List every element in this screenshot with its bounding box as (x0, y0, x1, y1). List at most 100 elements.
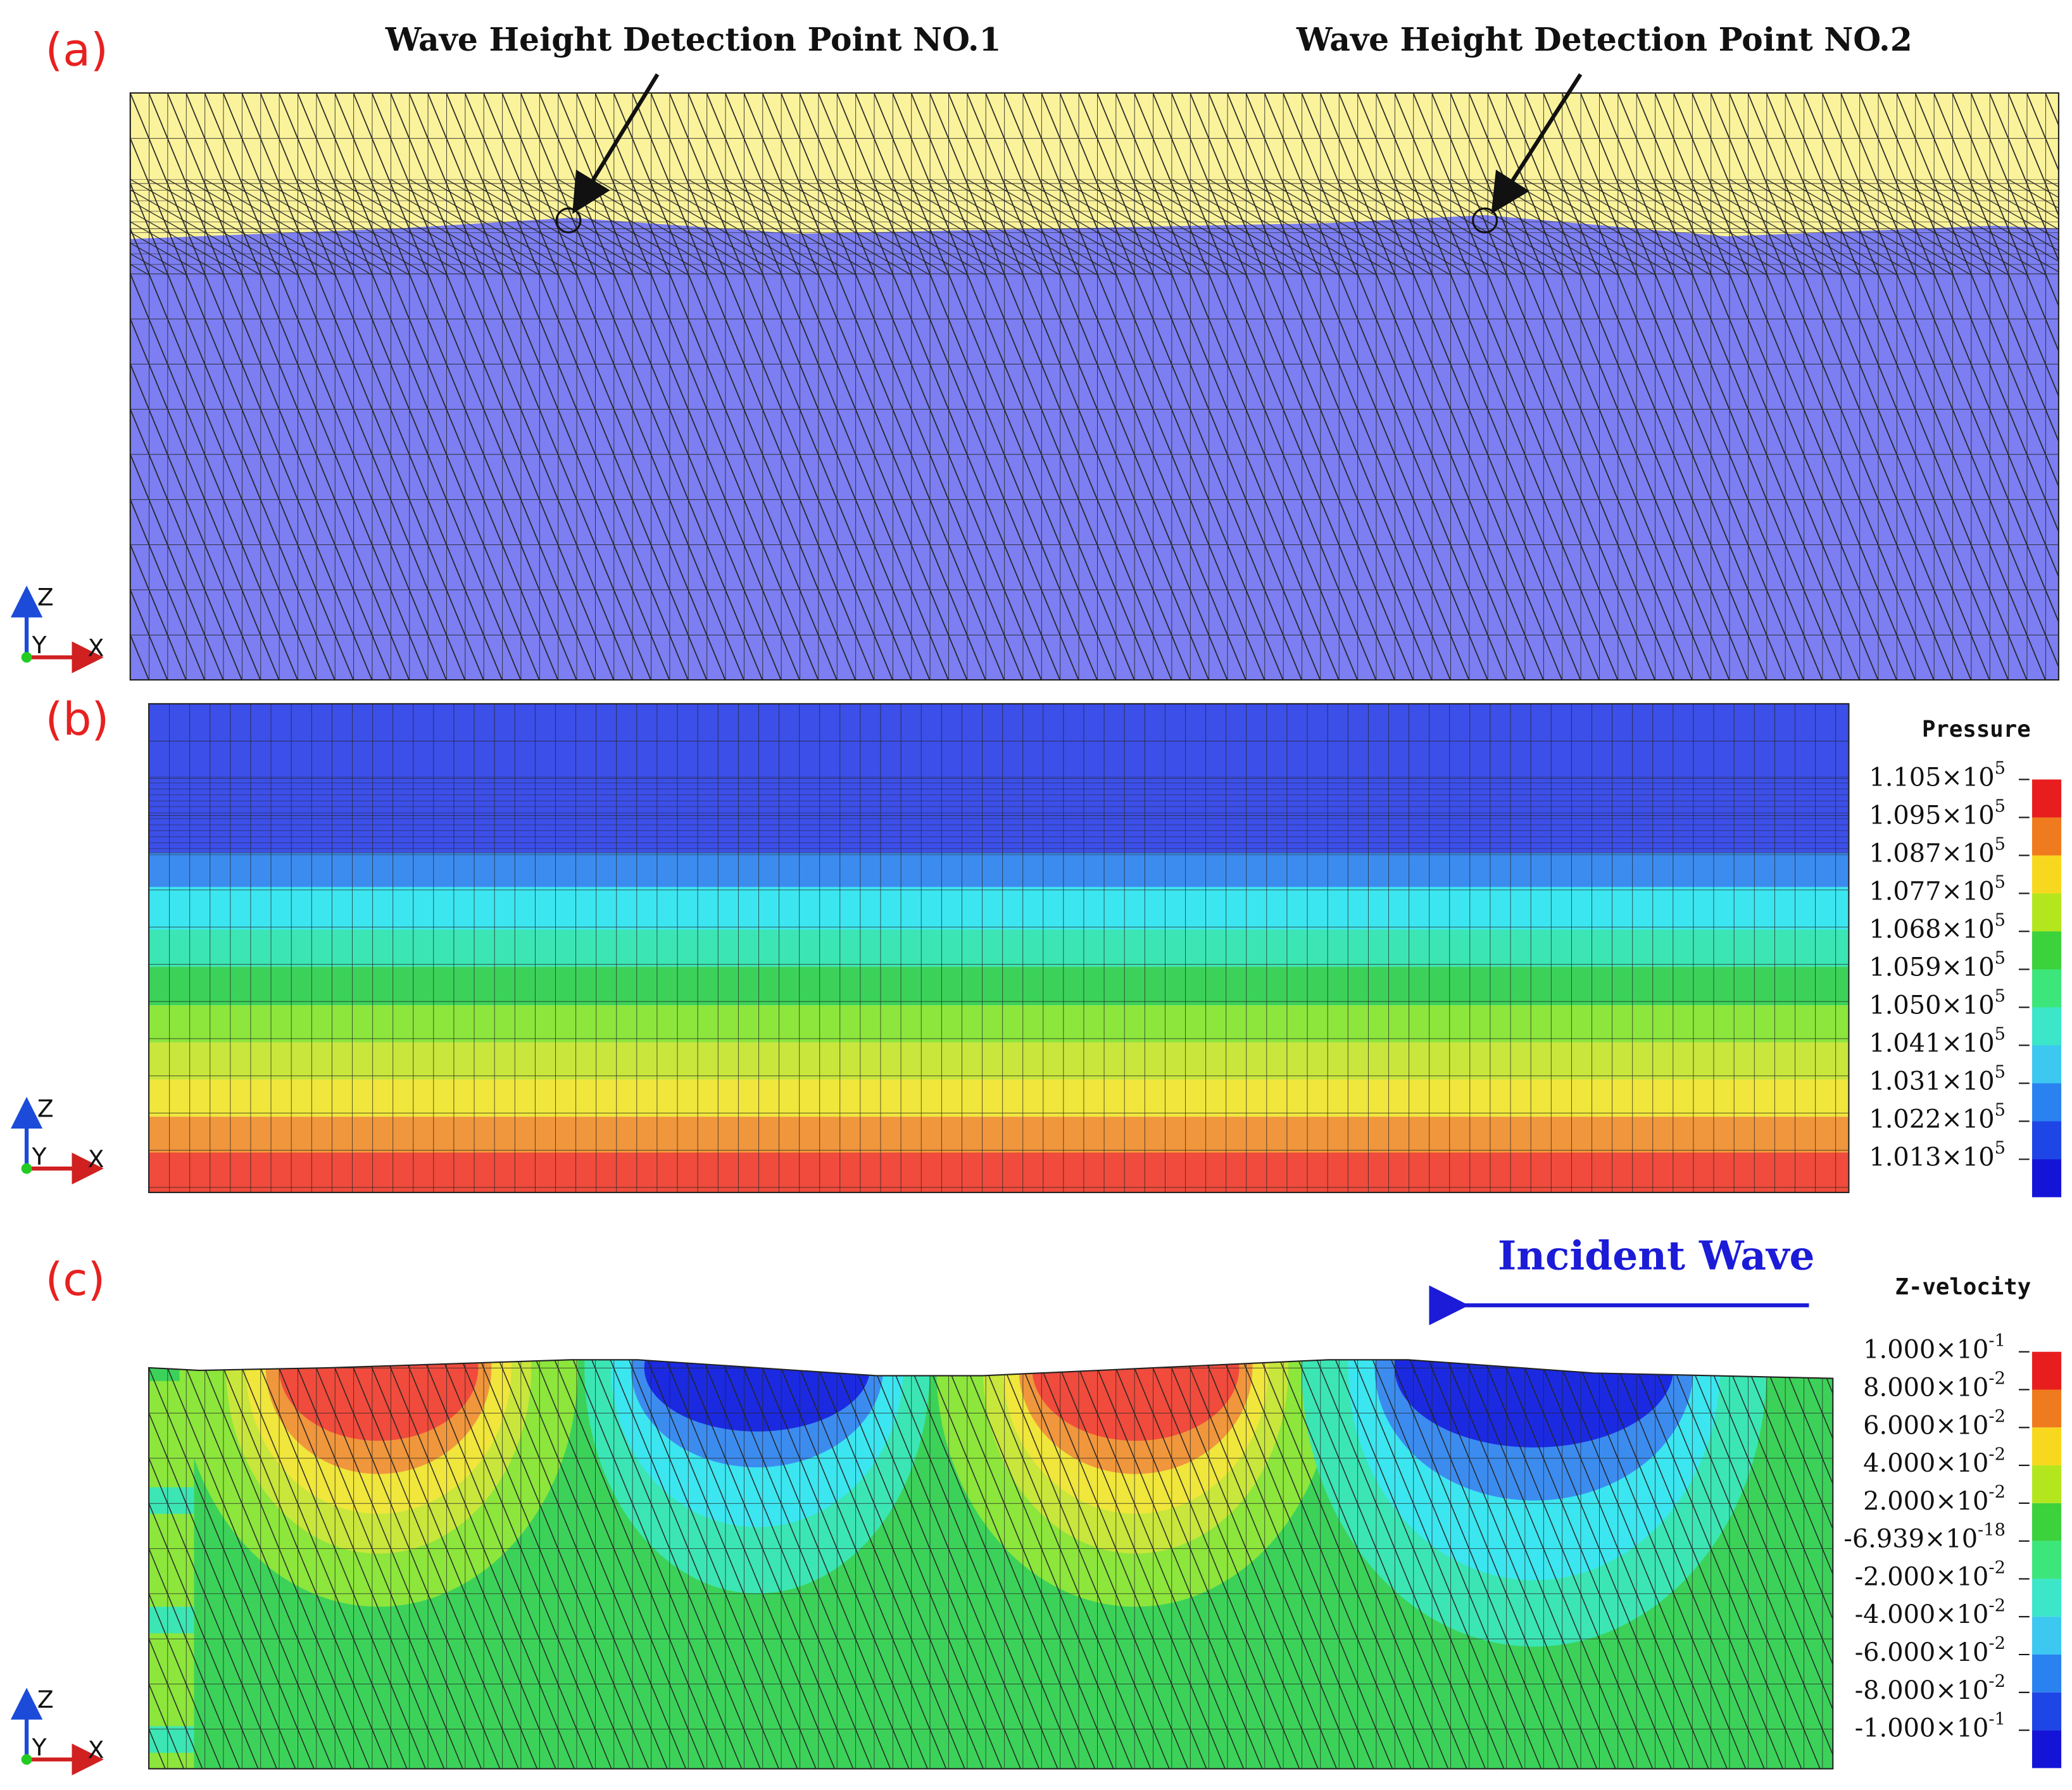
axis-label: Y (31, 631, 47, 659)
legend-label: 1.105×105 (1869, 758, 2006, 792)
label-base: 1.095×10 (1869, 801, 1994, 830)
label-exponent: -2 (1988, 1558, 2006, 1577)
legend-title: Pressure (1922, 717, 2031, 742)
label-base: 1.041×10 (1869, 1029, 1994, 1058)
label-base: 1.013×10 (1869, 1142, 1994, 1172)
axis-label: X (88, 634, 104, 661)
legend-label: 1.059×105 (1869, 948, 2006, 982)
label-base: 1.077×10 (1869, 877, 1994, 906)
annotation: Incident Wave (1498, 1232, 1815, 1279)
label-base: 8.000×10 (1863, 1373, 1988, 1402)
legend-label: 1.095×105 (1869, 796, 2006, 830)
color-swatch (2031, 1541, 2062, 1579)
legend-label: 6.000×10-2 (1863, 1406, 2006, 1440)
color-swatch (2031, 1121, 2062, 1160)
legend-label: 1.077×105 (1869, 872, 2006, 906)
label-base: -6.000×10 (1855, 1638, 1989, 1667)
label-base: -4.000×10 (1855, 1600, 1989, 1629)
label-base: 1.022×10 (1869, 1105, 1994, 1134)
label-exponent: -18 (1978, 1520, 2006, 1539)
mesh-b (148, 703, 1850, 1193)
color-swatch (2031, 1579, 2062, 1617)
label-exponent: 5 (1995, 1138, 2006, 1158)
legend-label: -4.000×10-2 (1855, 1596, 2006, 1629)
legend-label: 4.000×10-2 (1863, 1444, 2006, 1478)
origin (21, 652, 32, 663)
color-swatch (2031, 1427, 2062, 1466)
legend-label: -6.939×10-18 (1843, 1520, 2006, 1553)
label-exponent: -2 (1988, 1406, 2006, 1426)
label-exponent: -2 (1988, 1672, 2006, 1691)
axis-label: Z (37, 1094, 54, 1122)
label-base: 1.105×10 (1869, 763, 1994, 792)
legend-label: 1.050×105 (1869, 986, 2006, 1020)
label-exponent: 5 (1995, 1062, 2006, 1082)
legend-label: 1.087×105 (1869, 834, 2006, 868)
panel-label: (a) (45, 23, 108, 76)
mesh-outline (148, 1359, 1834, 1770)
legend-label: 1.031×105 (1869, 1062, 2006, 1096)
label-exponent: -2 (1988, 1596, 2006, 1615)
annotation: Wave Height Detection Point NO.1 (385, 21, 1001, 58)
panel-label: (c) (45, 1253, 105, 1306)
color-swatch (2031, 1503, 2062, 1541)
label-base: 1.059×10 (1869, 953, 1994, 982)
color-swatch (2031, 817, 2062, 856)
label-exponent: -1 (1988, 1330, 2006, 1350)
label-base: -1.000×10 (1855, 1714, 1989, 1743)
label-exponent: -2 (1988, 1444, 2006, 1464)
color-swatch (2031, 1730, 2062, 1768)
legend-label: 8.000×10-2 (1863, 1368, 2006, 1402)
color-swatch (2031, 855, 2062, 894)
legend-label: 1.000×10-1 (1863, 1330, 2006, 1364)
label-base: 1.068×10 (1869, 915, 1994, 944)
color-swatch (2031, 1692, 2062, 1731)
label-exponent: 5 (1995, 796, 2006, 816)
color-swatch (2031, 1045, 2062, 1084)
label-exponent: 5 (1995, 834, 2006, 854)
legend: 1.000×10-18.000×10-26.000×10-24.000×10-2… (1843, 1330, 2062, 1768)
axis-label: X (88, 1736, 104, 1764)
axis-triads: ZY XZY XZY X (10, 584, 104, 1775)
axis-label: X (88, 1145, 104, 1173)
label-base: -2.000×10 (1855, 1562, 1989, 1591)
color-swatch (2031, 1655, 2062, 1693)
label-exponent: -2 (1988, 1482, 2006, 1502)
label-base: 1.087×10 (1869, 839, 1994, 868)
color-swatch (2031, 893, 2062, 932)
legend-label: 2.000×10-2 (1863, 1482, 2006, 1516)
origin (21, 1163, 32, 1174)
legend-title: Z-velocity (1895, 1274, 2031, 1300)
color-swatch (2031, 1159, 2062, 1198)
label-base: 6.000×10 (1863, 1411, 1988, 1440)
legend-label: 1.022×105 (1869, 1100, 2006, 1134)
color-swatch (2031, 969, 2062, 1008)
label-exponent: -2 (1988, 1368, 2006, 1388)
axis-label: Z (37, 584, 54, 611)
label-exponent: 5 (1995, 1100, 2006, 1120)
legend-label: -1.000×10-1 (1855, 1709, 2006, 1743)
label-exponent: 5 (1995, 1024, 2006, 1044)
mesh-a (129, 73, 2059, 681)
legend-label: 1.013×105 (1869, 1138, 2006, 1172)
label-exponent: 5 (1995, 872, 2006, 892)
legend: 1.105×1051.095×1051.087×1051.077×1051.06… (1869, 758, 2062, 1198)
legend-label: -6.000×10-2 (1855, 1634, 2006, 1667)
label-base: -6.939×10 (1843, 1525, 1978, 1554)
axis-label: Z (37, 1686, 54, 1713)
label-base: 1.031×10 (1869, 1067, 1994, 1096)
color-swatch (2031, 1007, 2062, 1046)
color-swatch (2031, 1465, 2062, 1503)
legend-label: -8.000×10-2 (1855, 1672, 2006, 1705)
label-exponent: 5 (1995, 986, 2006, 1006)
panel-label: (b) (45, 693, 109, 746)
label-base: 2.000×10 (1863, 1487, 1988, 1516)
color-swatch (2031, 779, 2062, 818)
axis-label: Y (31, 1733, 47, 1761)
label-exponent: -2 (1988, 1634, 2006, 1653)
label-base: -8.000×10 (1855, 1676, 1989, 1705)
color-swatch (2031, 1389, 2062, 1428)
label-base: 1.000×10 (1863, 1336, 1988, 1365)
label-exponent: 5 (1995, 948, 2006, 968)
